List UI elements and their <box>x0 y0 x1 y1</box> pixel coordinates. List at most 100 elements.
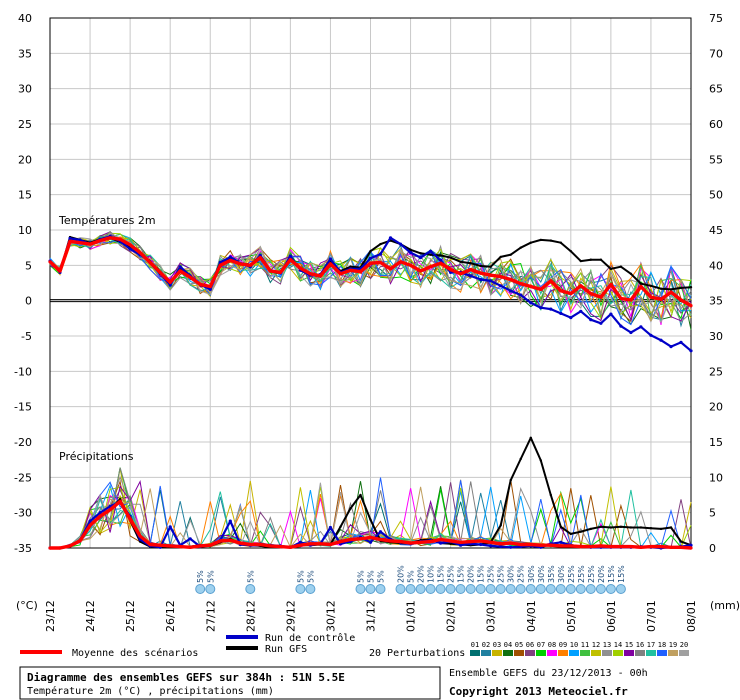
controle-temperature-line-point <box>439 258 443 262</box>
controle-precipitation-line-point <box>439 541 443 545</box>
moyenne-precipitation-line-point <box>509 541 513 545</box>
snow-flake-icon <box>405 584 416 594</box>
y-right-tick-label: 60 <box>709 118 723 131</box>
moyenne-precipitation-line-point <box>689 546 693 550</box>
perturbation-number: 08 <box>548 641 556 649</box>
snow-probability-label: 15% <box>457 565 466 583</box>
snow-flake-icon <box>585 584 596 594</box>
controle-temperature-line-point <box>619 324 623 328</box>
perturbation-swatches: 01 02 03 04 05 06 07 08 09 10 11 12 13 14 15 16 17 18 19 20 <box>470 641 689 656</box>
moyenne-precipitation-line-point <box>489 540 493 544</box>
moyenne-precipitation-line-point <box>439 537 443 542</box>
controle-precipitation-line-point <box>509 545 513 549</box>
moyenne-temperature-line-point <box>168 280 172 284</box>
y-right-tick-label: 5 <box>709 507 716 520</box>
gfs-temperature-line-point <box>659 287 663 290</box>
snow-flake-icon <box>295 584 306 594</box>
moyenne-temperature-line-point <box>519 282 523 286</box>
gfs-precipitation-line-point <box>529 436 532 439</box>
y-left-tick-label: 20 <box>18 153 32 166</box>
y-left-tick-label: 35 <box>18 47 32 60</box>
controle-precipitation-line-point <box>88 519 92 523</box>
copyright: Copyright 2013 Meteociel.fr <box>449 685 628 698</box>
gfs-precipitation-line-point <box>369 518 372 521</box>
controle-temperature-line-point <box>539 306 543 310</box>
x-date-label: 29/12 <box>284 600 297 632</box>
moyenne-precipitation-line-point <box>118 499 122 503</box>
moyenne-temperature-line-point <box>409 263 413 267</box>
gfs-temperature-line-point <box>449 256 452 259</box>
perturbation-number: 11 <box>581 641 589 649</box>
moyenne-precipitation-line-point <box>138 534 142 538</box>
controle-temperature-line-point <box>178 265 182 269</box>
gfs-temperature-line-point <box>609 267 613 271</box>
moyenne-temperature-line-point <box>88 242 92 246</box>
perturbation-number: 14 <box>614 641 622 649</box>
gfs-temperature-line-point <box>369 250 372 253</box>
moyenne-temperature-line-point <box>268 269 272 273</box>
x-date-label: 23/12 <box>44 600 57 632</box>
snow-flake-icon <box>555 584 566 594</box>
moyenne-precipitation-line-point <box>579 545 583 549</box>
gfs-temperature-line-point <box>569 250 572 253</box>
controle-precipitation-line-point <box>559 540 563 544</box>
snow-probability-label: 15% <box>477 565 486 583</box>
x-date-label: 28/12 <box>244 600 257 632</box>
y-left-tick-label: -15 <box>14 401 32 414</box>
moyenne-temperature-line-point <box>529 284 533 289</box>
x-date-label: 04/01 <box>525 600 538 632</box>
perturbation-swatch <box>668 650 678 656</box>
gfs-precipitation-line-point <box>349 507 352 510</box>
snow-probability-label: 5% <box>357 570 366 583</box>
controle-temperature-line-point <box>388 236 393 240</box>
gfs-temperature-line-point <box>409 248 412 251</box>
moyenne-temperature-line-point <box>258 256 262 260</box>
title-box <box>19 666 441 700</box>
moyenne-temperature-line-point <box>178 269 182 273</box>
snow-flake-icon <box>395 584 406 594</box>
moyenne-temperature-line-point <box>599 295 603 299</box>
x-date-label: 03/01 <box>485 600 498 632</box>
legend: Moyenne des scénarios Run de contrôle Ru… <box>20 632 689 659</box>
gfs-temperature-line-point <box>349 265 352 268</box>
moyenne-temperature-line-point <box>248 263 252 267</box>
gfs-precipitation-line-point <box>669 526 673 529</box>
snow-flake-icon <box>195 584 206 594</box>
snow-flake-icon <box>605 584 616 594</box>
perturbation-number: 06 <box>526 641 534 649</box>
perturbation-swatch <box>536 650 546 656</box>
x-date-label: 27/12 <box>204 600 217 632</box>
moyenne-precipitation-line-point <box>409 541 413 545</box>
perturbation-number: 16 <box>636 641 644 649</box>
perturbation-number: 05 <box>515 641 523 649</box>
moyenne-temperature-line-point <box>208 284 212 289</box>
snow-probability-label: 25% <box>497 565 506 583</box>
moyenne-temperature-line-point <box>669 290 673 294</box>
controle-precipitation-line-point <box>368 540 373 544</box>
x-date-label: 08/01 <box>685 600 698 632</box>
moyenne-precipitation-line-point <box>549 543 553 547</box>
moyenne-precipitation-line-point <box>629 545 633 549</box>
perturbation-swatch <box>624 650 634 656</box>
x-date-label: 07/01 <box>645 600 658 632</box>
moyenne-temperature-line-point <box>218 263 222 267</box>
gfs-precipitation-line-point <box>679 540 683 543</box>
moyenne-precipitation-line-point <box>78 539 82 543</box>
perturbation-swatch <box>503 650 513 656</box>
moyenne-precipitation-line-point <box>258 542 262 547</box>
gfs-temperature-line-point <box>689 286 693 289</box>
moyenne-temperature-line-point <box>158 270 162 274</box>
moyenne-temperature-line-point <box>328 262 332 266</box>
perturbation-number: 12 <box>592 641 600 649</box>
controle-temperature-line-point <box>398 242 403 246</box>
y-left-tick-label: 25 <box>18 118 32 131</box>
moyenne-temperature-line-point <box>689 304 693 308</box>
controle-temperature-line-point <box>689 349 693 353</box>
moyenne-temperature-line-point <box>298 266 302 270</box>
gfs-temperature-line-point <box>549 239 552 242</box>
moyenne-precipitation-line-point <box>208 543 212 547</box>
moyenne-temperature-line-point <box>78 241 82 245</box>
moyenne-precipitation-line-point <box>298 543 302 547</box>
moyenne-temperature-line-point <box>388 267 393 271</box>
